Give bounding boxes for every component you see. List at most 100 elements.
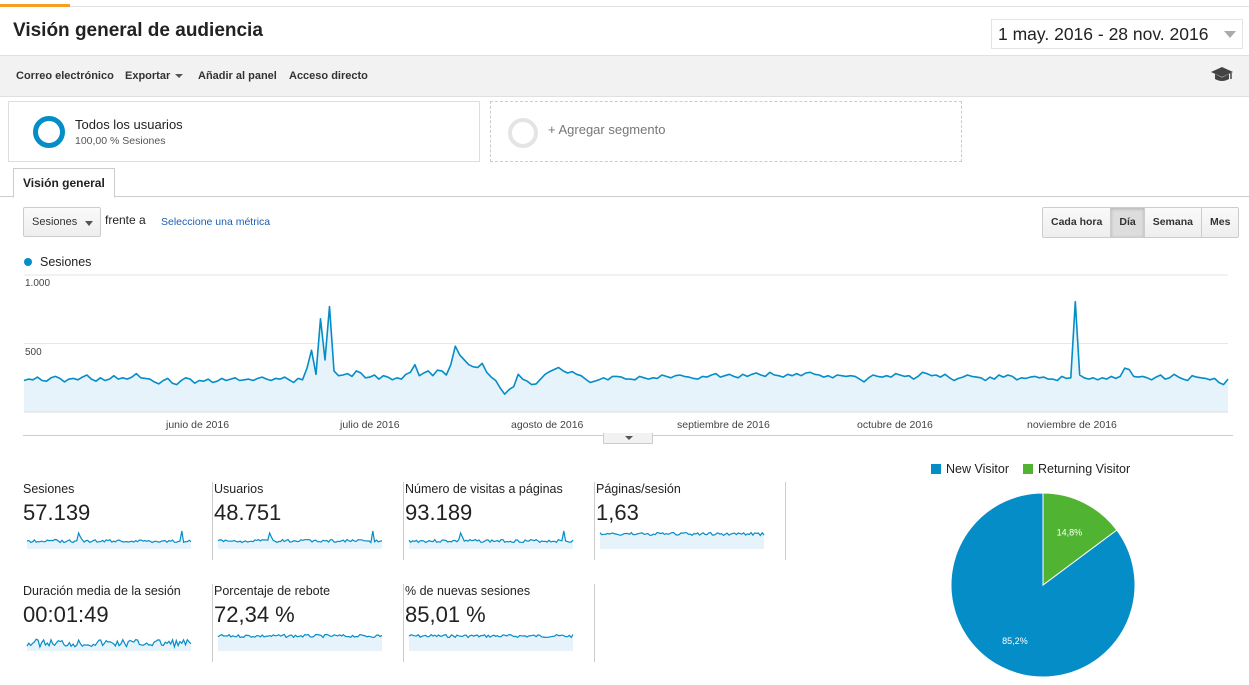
pie-legend-item[interactable]: Returning Visitor — [1022, 462, 1131, 476]
tab-overview[interactable]: Visión general — [13, 168, 115, 198]
sparkline-line — [599, 531, 765, 537]
x-tick-label: julio de 2016 — [340, 419, 400, 431]
chevron-down-icon — [175, 74, 184, 79]
x-tick-label: noviembre de 2016 — [1027, 419, 1117, 431]
pie-slice-label: 85,2% — [1002, 636, 1028, 646]
versus-label: frente a — [105, 213, 146, 227]
sparkline-line — [217, 633, 383, 639]
metric-divider — [594, 584, 595, 662]
metric-card[interactable]: % de nuevas sesiones 85,01 % — [405, 584, 595, 662]
metric-label: Número de visitas a páginas — [405, 482, 563, 496]
sparkline-area — [600, 532, 764, 549]
metric-card[interactable]: Páginas/sesión 1,63 — [596, 482, 786, 560]
page-title: Visión general de audiencia — [13, 20, 263, 41]
chevron-down-icon — [1224, 31, 1236, 38]
sessions-line-chart — [23, 274, 1229, 413]
sparkline-area — [218, 634, 382, 651]
sparkline-line — [408, 633, 574, 639]
add-segment-button[interactable]: + Agregar segmento — [490, 101, 962, 162]
metric-select-label: Sesiones — [32, 216, 78, 228]
metric-divider — [403, 482, 404, 560]
pie-legend-label: Returning Visitor — [1037, 462, 1131, 476]
sparkline-area — [409, 531, 573, 549]
metric-sparkline — [408, 530, 574, 549]
sparkline-area — [27, 531, 191, 549]
x-tick-label: octubre de 2016 — [857, 419, 933, 431]
metric-sparkline — [26, 637, 192, 651]
chevron-down-icon — [85, 221, 93, 226]
metric-value: 72,34 % — [214, 602, 295, 627]
sparkline-line — [26, 530, 192, 544]
date-range-picker[interactable]: 1 may. 2016 - 28 nov. 2016 — [991, 19, 1243, 49]
sparkline-line — [217, 530, 383, 544]
empty-segment-ring-icon — [508, 118, 538, 148]
metric-divider — [785, 482, 786, 560]
add-to-dashboard-button[interactable]: Añadir al panel — [198, 70, 277, 82]
top-accent-bar — [0, 0, 1249, 7]
legend-swatch — [1022, 464, 1033, 474]
legend-label: Sesiones — [40, 255, 92, 269]
metric-label: Duración media de la sesión — [23, 584, 181, 598]
metric-label: Sesiones — [23, 482, 75, 496]
metric-value: 1,63 — [596, 500, 639, 525]
metric-card[interactable]: Usuarios 48.751 — [214, 482, 404, 560]
sparkline-area — [409, 634, 573, 651]
pie-legend-item[interactable]: New Visitor — [931, 462, 1009, 476]
pie-legend-label: New Visitor — [946, 462, 1009, 476]
pie-legend: New Visitor Returning Visitor — [931, 462, 1130, 476]
granularity-toggle: Cada hora Día Semana Mes — [1042, 207, 1240, 238]
select-metric-link[interactable]: Seleccione una métrica — [161, 216, 271, 228]
granularity-month[interactable]: Mes — [1201, 208, 1239, 237]
granularity-week[interactable]: Semana — [1144, 208, 1202, 237]
pie-slice[interactable] — [1042, 492, 1118, 586]
collapse-chart-button[interactable] — [603, 433, 653, 444]
tab-bar: Visión general — [0, 168, 1249, 198]
chevron-down-icon — [625, 436, 633, 440]
series-area — [24, 301, 1228, 412]
date-range-label: 1 may. 2016 - 28 nov. 2016 — [998, 23, 1209, 44]
metric-card[interactable]: Sesiones 57.139 — [23, 482, 213, 560]
metric-value: 93.189 — [405, 500, 473, 525]
toolbar: Correo electrónico Exportar Añadir al pa… — [0, 56, 1249, 97]
export-label: Exportar — [125, 70, 171, 82]
export-button[interactable]: Exportar — [125, 70, 184, 82]
metric-card[interactable]: Número de visitas a páginas 93.189 — [405, 482, 595, 560]
legend-swatch — [931, 464, 941, 474]
metric-value: 48.751 — [214, 500, 282, 525]
segment-all-users[interactable]: Todos los usuarios 100,00 % Sesiones — [8, 101, 480, 162]
accent-strip — [0, 4, 70, 7]
x-tick-label: agosto de 2016 — [511, 419, 584, 431]
granularity-hourly[interactable]: Cada hora — [1043, 208, 1112, 237]
sparkline-line — [26, 637, 192, 650]
metric-divider — [594, 482, 595, 560]
segment-title: Todos los usuarios — [75, 117, 183, 132]
legend-dot — [24, 258, 32, 266]
y-tick-label: 1.000 — [25, 278, 51, 289]
pie-slice-label: 14,8% — [1057, 527, 1083, 537]
x-tick-label: junio de 2016 — [166, 419, 230, 431]
metric-sparkline — [408, 633, 574, 651]
metric-sparkline — [217, 530, 383, 549]
metric-divider — [403, 584, 404, 662]
sparkline-area — [218, 531, 382, 549]
metric-card[interactable]: Duración media de la sesión 00:01:49 — [23, 584, 213, 662]
segment-ring-icon — [33, 116, 65, 148]
metric-value: 00:01:49 — [23, 602, 109, 627]
metric-value: 85,01 % — [405, 602, 486, 627]
page-header — [0, 8, 1249, 56]
metric-label: Usuarios — [214, 482, 264, 496]
metric-select[interactable]: Sesiones — [23, 207, 101, 237]
segment-subtitle: 100,00 % Sesiones — [75, 135, 166, 147]
email-button[interactable]: Correo electrónico — [16, 70, 114, 82]
metric-label: % de nuevas sesiones — [405, 584, 531, 598]
metric-sparkline — [217, 633, 383, 651]
shortcut-button[interactable]: Acceso directo — [289, 70, 368, 82]
graduation-cap-icon[interactable] — [1210, 65, 1234, 85]
metric-divider — [212, 584, 213, 662]
granularity-day[interactable]: Día — [1111, 208, 1145, 237]
sparkline-line — [408, 530, 574, 544]
metric-sparkline — [26, 530, 192, 549]
series-line — [23, 300, 1229, 395]
metric-value: 57.139 — [23, 500, 91, 525]
metric-card[interactable]: Porcentaje de rebote 72,34 % — [214, 584, 404, 662]
